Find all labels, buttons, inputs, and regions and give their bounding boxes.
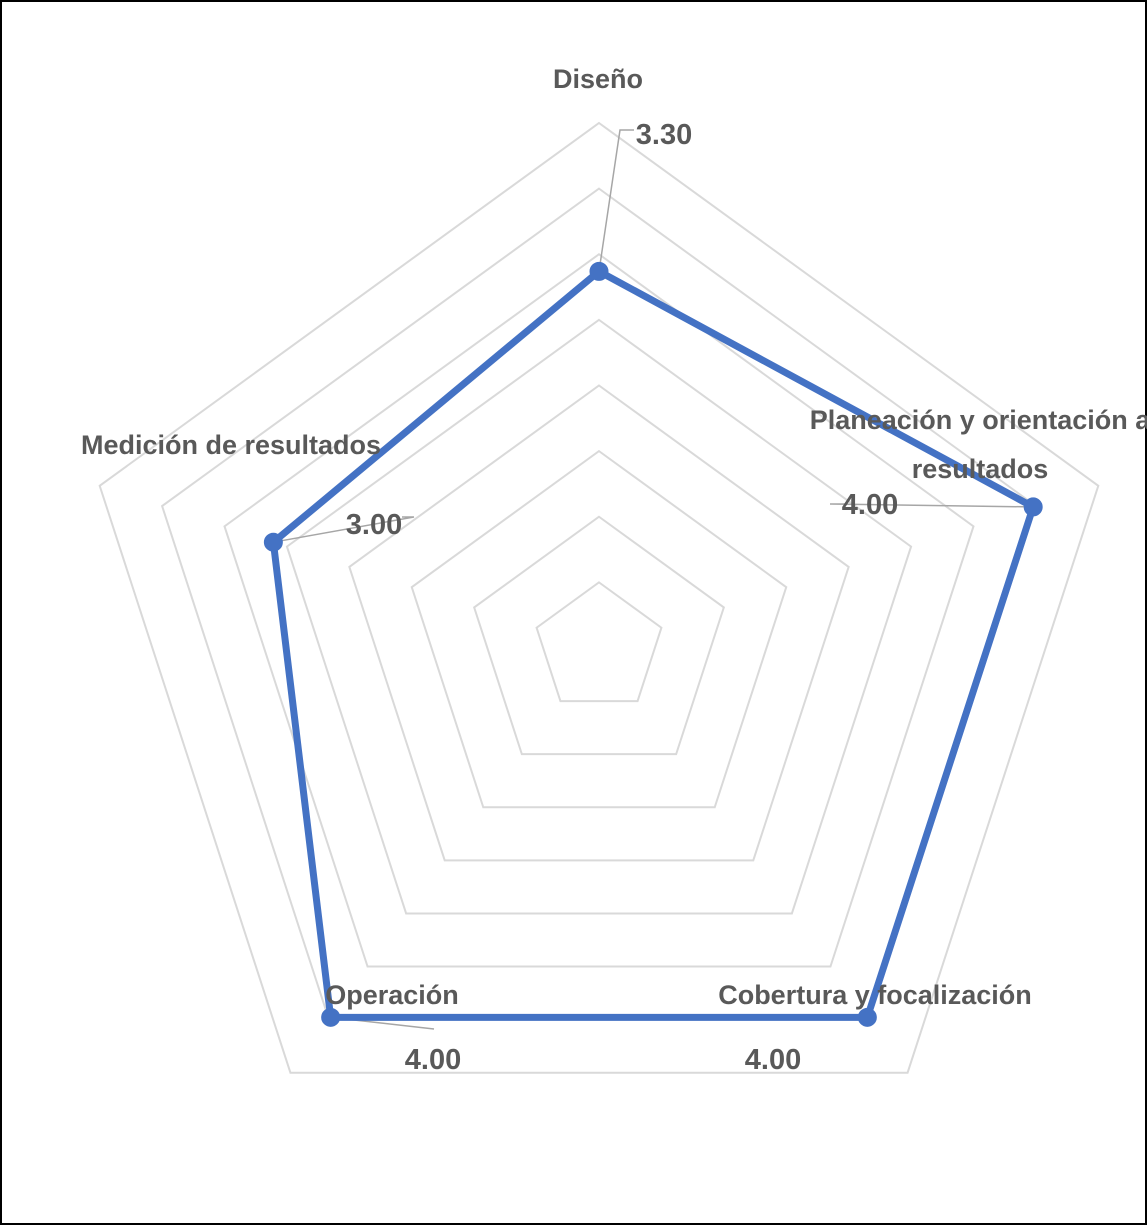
data-label-operacion: 4.00 [405,1044,461,1076]
axis-label-cobertura: Cobertura y focalización [718,980,1032,1010]
data-point-2 [1023,497,1043,517]
axis-label-diseno: Diseño [553,64,643,94]
grid-ring-2 [472,515,726,756]
data-label-planeacion: 4.00 [842,489,898,521]
leader-line-5 [273,516,415,543]
series-line [269,267,1037,1021]
grid-ring-3 [410,449,788,809]
axis-label-medicion: Medición de resultados [81,430,381,460]
leader-line-1 [598,129,634,272]
grid-ring-4 [348,384,850,862]
data-label-medicion: 3.00 [346,509,402,541]
data-point-1 [589,261,609,281]
grid-ring-6 [223,253,975,968]
leader-line-2 [829,503,1034,508]
grid-ring-1 [535,581,663,703]
axis-label-planeacion-line2: resultados [912,454,1049,484]
label-layer: Diseño Planeación y orientación a result… [81,64,1147,1076]
leader-lines [273,129,1034,1030]
data-point-3 [857,1007,877,1027]
grid-ring-8 [98,121,1100,1074]
series-layer [263,261,1043,1027]
data-label-cobertura: 4.00 [745,1044,801,1076]
data-point-5 [263,532,283,552]
grid-ring-5 [285,318,913,915]
data-label-diseno: 3.30 [636,119,692,151]
axis-label-planeacion-line1: Planeación y orientación a [810,405,1147,435]
data-point-4 [321,1007,341,1027]
axis-label-operacion: Operación [325,980,459,1010]
